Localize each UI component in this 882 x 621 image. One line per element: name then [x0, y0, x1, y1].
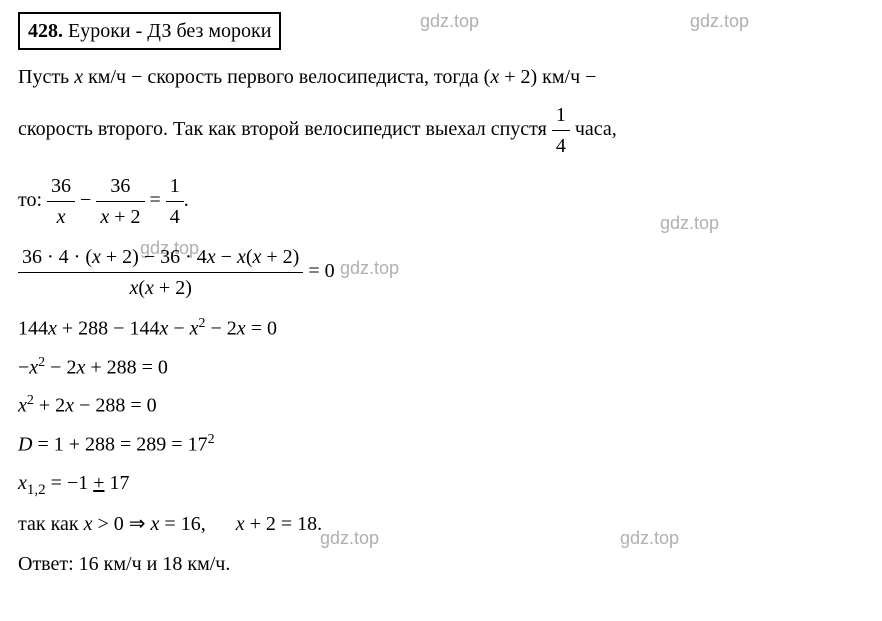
equation-line-6: D = 1 + 288 = 289 = 172	[18, 429, 864, 460]
text: Пусть	[18, 66, 74, 88]
frac-num: 36	[47, 171, 75, 202]
frac-den: x	[47, 202, 75, 232]
frac-num: 1	[166, 171, 184, 202]
text-line-2: скорость второго. Так как второй велосип…	[18, 100, 864, 161]
text: =	[145, 189, 166, 211]
text: −	[75, 189, 96, 211]
frac-num: 36	[96, 171, 144, 202]
text: то:	[18, 189, 47, 211]
text-line-conclusion: так как x > 0 ⇒ x = 16, x + 2 = 18.	[18, 509, 864, 539]
text: скорость второго. Так как второй велосип…	[18, 118, 552, 140]
equation-line-1: то: 36x − 36x + 2 = 14.	[18, 171, 864, 232]
frac-den: 4	[552, 131, 570, 161]
equation-line-3: 144x + 288 − 144x − x2 − 2x = 0	[18, 313, 864, 344]
equation-line-4: −x2 − 2x + 288 = 0	[18, 352, 864, 383]
text: .	[184, 189, 189, 211]
equation-line-7: x1,2 = −1 + 17	[18, 468, 864, 502]
text-line-1: Пусть x км/ч − скорость первого велосипе…	[18, 62, 864, 92]
text: = 0	[303, 260, 334, 282]
text: так как	[18, 513, 84, 535]
text: + 2) км/ч −	[499, 66, 596, 88]
frac-num: 1	[552, 100, 570, 131]
problem-number: 428.	[28, 20, 63, 42]
header-box: 428. Еуроки - ДЗ без мороки	[18, 12, 281, 50]
subscript: 1,2	[27, 482, 46, 498]
answer-text: Ответ: 16 км/ч и 18 км/ч.	[18, 553, 230, 575]
header-title: Еуроки - ДЗ без мороки	[68, 20, 271, 42]
answer-line: Ответ: 16 км/ч и 18 км/ч.	[18, 549, 864, 579]
equation-line-5: x2 + 2x − 288 = 0	[18, 390, 864, 421]
text: часа,	[570, 118, 617, 140]
text: км/ч − скорость первого велосипедиста, т…	[83, 66, 490, 88]
equation-line-2: 36 · 4 · (x + 2) − 36 · 4x − x(x + 2)x(x…	[18, 242, 864, 303]
frac-den: 4	[166, 202, 184, 232]
